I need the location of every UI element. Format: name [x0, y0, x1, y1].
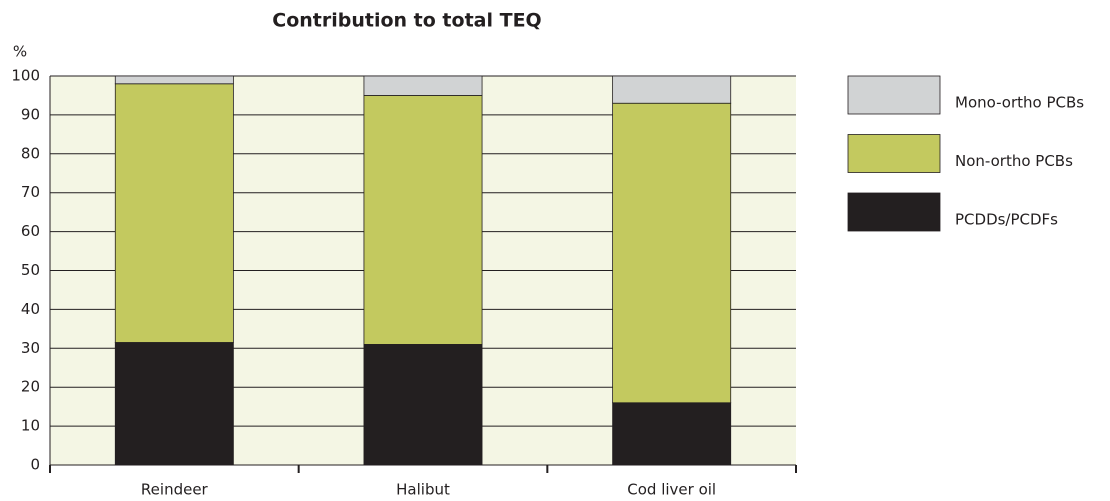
y-tick-label: 0 — [30, 456, 40, 474]
legend-label: Mono-ortho PCBs — [955, 94, 1084, 112]
x-tick-label: Halibut — [396, 481, 450, 498]
legend-swatch — [847, 75, 941, 115]
y-tick-label: 100 — [11, 67, 40, 85]
y-tick-label: 30 — [21, 339, 40, 357]
legend-label: PCDDs/PCDFs — [955, 211, 1058, 229]
y-tick-label: 50 — [21, 261, 40, 279]
x-tick-label: Reindeer — [141, 481, 209, 498]
bar-segment — [612, 102, 732, 404]
bar-segment — [114, 342, 234, 466]
y-tick-label: 90 — [21, 105, 40, 123]
x-tick-label: Cod liver oil — [627, 481, 716, 498]
y-tick-label: 10 — [21, 417, 40, 435]
bar-segment — [114, 83, 234, 343]
bar-segment — [114, 75, 234, 85]
bar-segment — [612, 402, 732, 466]
legend-swatch — [847, 192, 941, 232]
y-tick-label: 80 — [21, 144, 40, 162]
chart-title: Contribution to total TEQ — [272, 10, 541, 32]
y-tick-label: 60 — [21, 222, 40, 240]
bar-segment — [363, 344, 483, 466]
bar-segment — [612, 75, 732, 104]
y-tick-label: 20 — [21, 378, 40, 396]
bar-segment — [363, 95, 483, 345]
legend-swatch — [847, 134, 941, 173]
y-tick-label: 70 — [21, 183, 40, 201]
bar-segment — [363, 75, 483, 96]
legend-label: Non-ortho PCBs — [955, 152, 1073, 170]
y-axis-label: % — [13, 43, 27, 61]
y-tick-label: 40 — [21, 300, 40, 318]
